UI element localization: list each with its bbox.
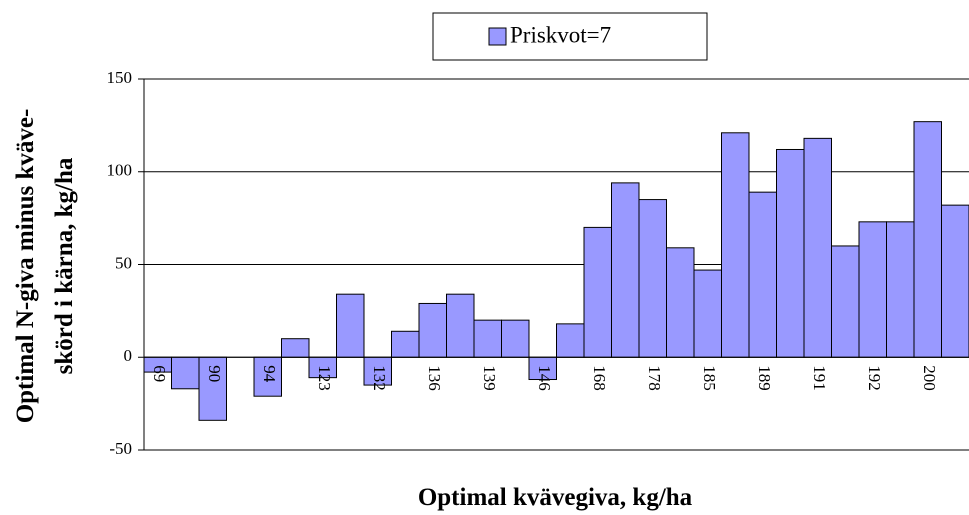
bar bbox=[418, 302, 447, 358]
x-tick-label: 191 bbox=[810, 365, 829, 391]
bar bbox=[666, 247, 695, 358]
bar bbox=[446, 293, 475, 358]
legend-swatch bbox=[488, 27, 507, 46]
x-tick-label: 136 bbox=[425, 365, 444, 391]
x-tick-label: 189 bbox=[755, 365, 774, 391]
x-tick-label: 168 bbox=[590, 365, 609, 391]
bar bbox=[803, 137, 832, 358]
bar bbox=[171, 356, 200, 390]
bar bbox=[391, 330, 420, 358]
bar bbox=[721, 132, 750, 358]
y-tick-label: 0 bbox=[124, 346, 133, 365]
bar bbox=[886, 221, 915, 358]
bar bbox=[501, 319, 530, 358]
bar bbox=[748, 191, 777, 358]
y-tick-label: 150 bbox=[107, 68, 133, 87]
bar bbox=[611, 182, 640, 358]
bar bbox=[831, 245, 860, 358]
bar bbox=[941, 204, 969, 358]
x-tick-label: 94 bbox=[260, 365, 279, 383]
bar bbox=[473, 319, 502, 358]
x-tick-label: 139 bbox=[480, 365, 499, 391]
bar bbox=[281, 338, 310, 358]
y-tick-label: 50 bbox=[115, 253, 132, 272]
x-axis-title: Optimal kvävegiva, kg/ha bbox=[418, 484, 693, 511]
bar bbox=[583, 226, 612, 358]
y-axis-title: skörd i kärna, kg/ha bbox=[51, 157, 78, 374]
y-axis-title: Optimal N-giva minus kväve- bbox=[12, 109, 39, 424]
bar bbox=[363, 356, 392, 386]
x-tick-label: 178 bbox=[645, 365, 664, 391]
x-tick-label: 200 bbox=[920, 365, 939, 391]
x-tick-label: 69 bbox=[150, 365, 169, 382]
x-tick-label: 192 bbox=[865, 365, 884, 391]
y-tick-label: -50 bbox=[109, 439, 132, 458]
bar bbox=[556, 323, 585, 358]
bar bbox=[253, 356, 282, 397]
y-tick-label: 100 bbox=[107, 161, 133, 180]
bar bbox=[858, 221, 887, 358]
bar bbox=[693, 269, 722, 358]
bar bbox=[913, 121, 942, 358]
x-tick-label: 90 bbox=[205, 365, 224, 382]
x-tick-label: 185 bbox=[700, 365, 719, 391]
x-tick-label: 132 bbox=[370, 365, 389, 391]
x-tick-label: 123 bbox=[315, 365, 334, 391]
bar bbox=[776, 148, 805, 358]
bar bbox=[638, 199, 667, 358]
legend-label: Priskvot=7 bbox=[510, 22, 611, 47]
bar bbox=[198, 356, 227, 421]
legend-box bbox=[432, 12, 708, 61]
bar bbox=[336, 293, 365, 358]
x-tick-label: 146 bbox=[535, 365, 554, 391]
